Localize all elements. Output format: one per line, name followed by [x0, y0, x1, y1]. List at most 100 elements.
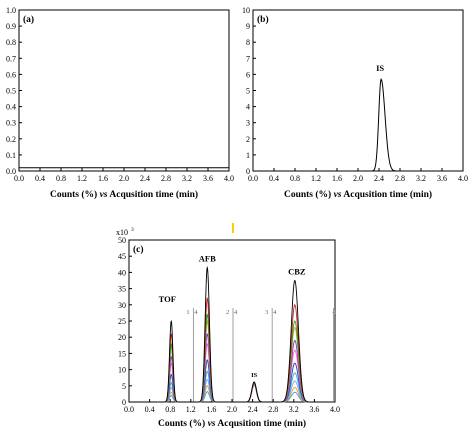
y-tick-label: 2 — [246, 135, 250, 144]
x-tick-label: 1.6 — [206, 405, 216, 414]
segment-label: 3 — [265, 309, 268, 316]
panel-a-chart: 0.0 0.4 0.8 1.2 1.6 2.0 2.4 2.8 3.2 3.6 4.0 0.0 0.1 0… — [6, 6, 234, 200]
x-tick-label: 0.8 — [290, 174, 300, 183]
y-tick-label: 0.7 — [6, 54, 16, 63]
x-axis-title: Counts (%) vs Acqusition time (min) — [50, 189, 198, 200]
x-axis-title: Counts (%) vs Acqusition time (min) — [158, 418, 306, 429]
y-tick-label: 0.9 — [6, 22, 16, 31]
y-tick-label: 5 — [246, 87, 250, 96]
stray-yellow-mark — [232, 223, 234, 233]
y-tick-label: 5 — [122, 382, 126, 391]
segment-label: 4 — [234, 309, 238, 316]
segment-label: 1 — [186, 309, 189, 316]
x-tick-label: 3.2 — [289, 405, 299, 414]
y-tick-label: 50 — [118, 236, 126, 245]
x-axis-title-part: vs — [100, 190, 108, 200]
x-tick-label: 2.8 — [268, 405, 278, 414]
y-tick-label: 0.5 — [6, 87, 16, 96]
x-axis-title-part: Counts (%) — [158, 418, 208, 429]
segment-label: 4 — [273, 309, 277, 316]
x-tick-label: 0.8 — [165, 405, 175, 414]
x-tick-label: 0.8 — [56, 174, 66, 183]
x-tick-label: 0.0 — [124, 405, 134, 414]
y-tick-label: 10 — [118, 366, 126, 375]
x-tick-label: 3.6 — [203, 174, 213, 183]
y-tick-label: 35 — [118, 285, 126, 294]
x-axis-title-part: Acqusition time (min) — [108, 189, 199, 200]
y-tick-label: 25 — [118, 317, 126, 326]
y-tick-label: 1.0 — [6, 6, 16, 15]
y-tick-label: 1 — [246, 151, 250, 160]
x-tick-label: 4.0 — [458, 174, 468, 183]
y-multiplier-label: x10 — [116, 228, 128, 237]
x-tick-label: 2.0 — [353, 174, 363, 183]
y-tick-label: 3 — [246, 119, 250, 128]
x-tick-label: 1.2 — [311, 174, 321, 183]
y-tick-label: 0 — [246, 167, 250, 176]
x-tick-label: 0.0 — [14, 174, 24, 183]
x-tick-label: 3.6 — [437, 174, 447, 183]
series-line — [157, 378, 333, 403]
y-tick-label: 0.6 — [6, 70, 16, 79]
y-tick-label: 15 — [118, 349, 126, 358]
x-tick-label: 2.8 — [161, 174, 171, 183]
x-tick-label: 0.4 — [269, 174, 279, 183]
y-tick-label: 0.8 — [6, 38, 16, 47]
x-tick-label: 4.0 — [330, 405, 340, 414]
peak-label-is: IS — [376, 63, 384, 73]
x-tick-label: 0.4 — [145, 405, 155, 414]
series-line — [157, 296, 333, 403]
y-tick-label: 0.4 — [6, 103, 16, 112]
x-axis-title-part: Acqusition time (min) — [342, 189, 433, 200]
series-line — [157, 265, 333, 403]
panel-label: (c) — [133, 244, 144, 255]
x-axis-title-part: Counts (%) — [284, 189, 334, 200]
series-line — [157, 333, 333, 403]
series-line — [157, 384, 333, 403]
series-line — [157, 370, 333, 403]
series-line — [157, 359, 333, 403]
x-tick-label: 0.0 — [248, 174, 258, 183]
y-tick-label: 8 — [246, 38, 250, 47]
series-line — [253, 77, 463, 172]
x-tick-label: 2.0 — [227, 405, 237, 414]
panel-b-chart: 0.0 0.4 0.8 1.2 1.6 2.0 2.4 2.8 3.2 3.6 4.0 0 1 2 3 4 5 6… — [242, 6, 468, 200]
y-tick-label: 10 — [242, 6, 250, 15]
x-axis-title-part: Counts (%) — [50, 189, 100, 200]
panel-c-chart: 0.0 0.4 0.8 1.2 1.6 2.0 2.4 2.8 3.2 3.6 4.0 0 5 10 15 2… — [116, 227, 340, 429]
series-line — [157, 384, 333, 403]
y-tick-label: 7 — [246, 54, 250, 63]
peak-label-is: IS — [251, 372, 258, 379]
peak-label-tof: TOF — [159, 294, 176, 304]
x-axis-title-part: vs — [208, 419, 216, 429]
x-tick-label: 3.2 — [416, 174, 426, 183]
peak-label-afb: AFB — [199, 254, 216, 264]
y-tick-label: 30 — [118, 301, 126, 310]
series-line — [157, 313, 333, 403]
x-tick-label: 1.6 — [98, 174, 108, 183]
y-tick-label: 0.1 — [6, 151, 16, 160]
panel-label: (a) — [23, 14, 34, 25]
plot-frame — [252, 9, 464, 172]
y-tick-label: 40 — [118, 268, 126, 277]
y-tick-label: 45 — [118, 252, 126, 261]
y-tick-label: 4 — [246, 103, 250, 112]
y-tick-label: 9 — [246, 22, 250, 31]
x-axis-title-part: Acqusition time (min) — [216, 418, 307, 429]
y-tick-label: 20 — [118, 333, 126, 342]
y-tick-label: 0 — [122, 398, 126, 407]
series-line — [157, 342, 333, 403]
x-tick-label: 1.2 — [77, 174, 87, 183]
y-tick-label: 0.2 — [6, 135, 16, 144]
peak-label-cbz: CBZ — [288, 267, 306, 277]
x-tick-label: 4.0 — [224, 174, 234, 183]
x-tick-label: 2.4 — [248, 405, 258, 414]
x-tick-label: 2.0 — [119, 174, 129, 183]
x-tick-label: 0.4 — [35, 174, 45, 183]
segment-label: 4 — [332, 309, 336, 316]
x-tick-label: 1.6 — [332, 174, 342, 183]
x-tick-label: 3.2 — [182, 174, 192, 183]
y-tick-label: 0.3 — [6, 119, 16, 128]
series-line — [157, 319, 333, 403]
